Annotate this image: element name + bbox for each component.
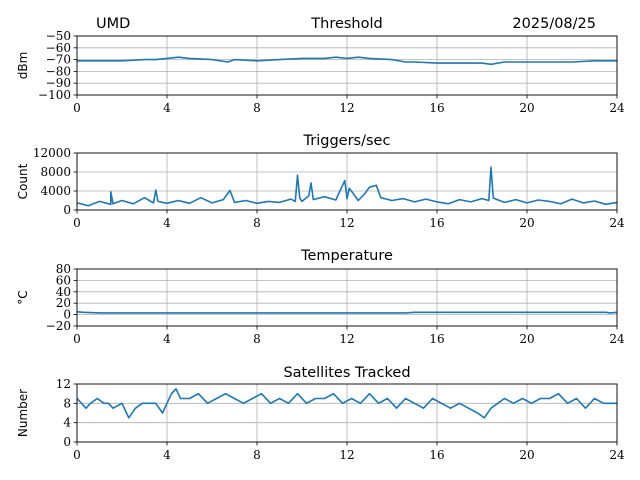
series-line bbox=[77, 56, 617, 66]
subplot-1: 0 4 8 12 16 20 24 −100−90−80−70−60−50 Threshold d… bbox=[16, 16, 625, 115]
x-tick-label: 24 bbox=[609, 448, 625, 462]
y-axis-label: dBm bbox=[16, 52, 30, 80]
x-tick-label: 0 bbox=[73, 448, 81, 462]
x-tick-label: 0 bbox=[73, 332, 81, 346]
subplot-title: Threshold bbox=[310, 16, 382, 32]
y-axis-label: °C bbox=[16, 290, 30, 304]
subplot-2: 0 4 8 12 16 20 24 0 4000 8000 12000 Triggers/sec Cou… bbox=[16, 133, 625, 230]
x-tick-label: 20 bbox=[519, 101, 534, 115]
x-tick-label: 4 bbox=[163, 332, 171, 346]
x-tick-label: 12 bbox=[339, 332, 354, 346]
y-tick-label: 4000 bbox=[40, 184, 71, 198]
x-tick-label: 4 bbox=[163, 216, 171, 230]
y-axis-label: Number bbox=[16, 389, 30, 437]
y-tick-label: 4 bbox=[63, 416, 71, 430]
x-tick-label: 4 bbox=[163, 101, 171, 115]
x-tick-label: 8 bbox=[253, 332, 261, 346]
x-tick-label: 12 bbox=[339, 101, 354, 115]
x-tick-label: 20 bbox=[519, 332, 534, 346]
y-tick-label: 40 bbox=[56, 285, 71, 299]
x-tick-label: 8 bbox=[253, 216, 261, 230]
header-right: 2025/08/25 bbox=[512, 16, 596, 32]
x-tick-label: 24 bbox=[609, 332, 625, 346]
header-left: UMD bbox=[96, 16, 130, 32]
series-line bbox=[76, 311, 618, 314]
y-axis-label: Count bbox=[16, 163, 30, 199]
y-tick-label: −80 bbox=[46, 64, 71, 78]
x-tick-label: 8 bbox=[253, 101, 261, 115]
subplot-title: Triggers/sec bbox=[303, 133, 391, 149]
x-tick-label: 4 bbox=[163, 448, 171, 462]
subplot-title: Satellites Tracked bbox=[283, 365, 410, 381]
x-tick-label: 0 bbox=[73, 216, 81, 230]
y-tick-label: −100 bbox=[38, 88, 71, 102]
y-tick-label: 12000 bbox=[33, 146, 71, 160]
y-tick-label: −60 bbox=[46, 41, 71, 55]
y-tick-label: −20 bbox=[46, 319, 71, 333]
x-tick-label: 24 bbox=[609, 216, 625, 230]
y-tick-label: −90 bbox=[46, 76, 71, 90]
y-tick-label: 12 bbox=[56, 377, 71, 391]
y-tick-label: 8 bbox=[63, 396, 71, 410]
series-line bbox=[76, 388, 617, 419]
x-tick-label: 20 bbox=[519, 448, 534, 462]
x-tick-label: 16 bbox=[429, 332, 444, 346]
y-tick-label: 0 bbox=[63, 435, 71, 449]
y-tick-label: 8000 bbox=[40, 165, 71, 179]
x-tick-label: 16 bbox=[429, 448, 444, 462]
y-tick-label: 20 bbox=[56, 296, 71, 310]
y-tick-label: 0 bbox=[63, 203, 71, 217]
y-tick-label: −70 bbox=[46, 53, 71, 67]
x-tick-label: 16 bbox=[429, 101, 444, 115]
y-tick-label: 0 bbox=[63, 308, 71, 322]
x-tick-label: 8 bbox=[253, 448, 261, 462]
x-tick-label: 12 bbox=[339, 216, 354, 230]
x-tick-label: 16 bbox=[429, 216, 444, 230]
subplots: 0 4 8 12 16 20 24 −100−90−80−70−60−50 Threshold d… bbox=[16, 16, 625, 462]
x-tick-label: 24 bbox=[609, 101, 625, 115]
y-tick-label: −50 bbox=[46, 29, 71, 43]
y-tick-label: 80 bbox=[56, 262, 71, 276]
x-tick-label: 12 bbox=[339, 448, 354, 462]
y-tick-label: 60 bbox=[56, 273, 71, 287]
x-tick-label: 0 bbox=[73, 101, 81, 115]
subplot-title: Temperature bbox=[300, 248, 393, 264]
series-line bbox=[76, 166, 618, 207]
subplot-4: 0 4 8 12 16 20 24 0 4 8 12 Satellites Tracked Number bbox=[16, 365, 625, 462]
x-tick-label: 20 bbox=[519, 216, 534, 230]
